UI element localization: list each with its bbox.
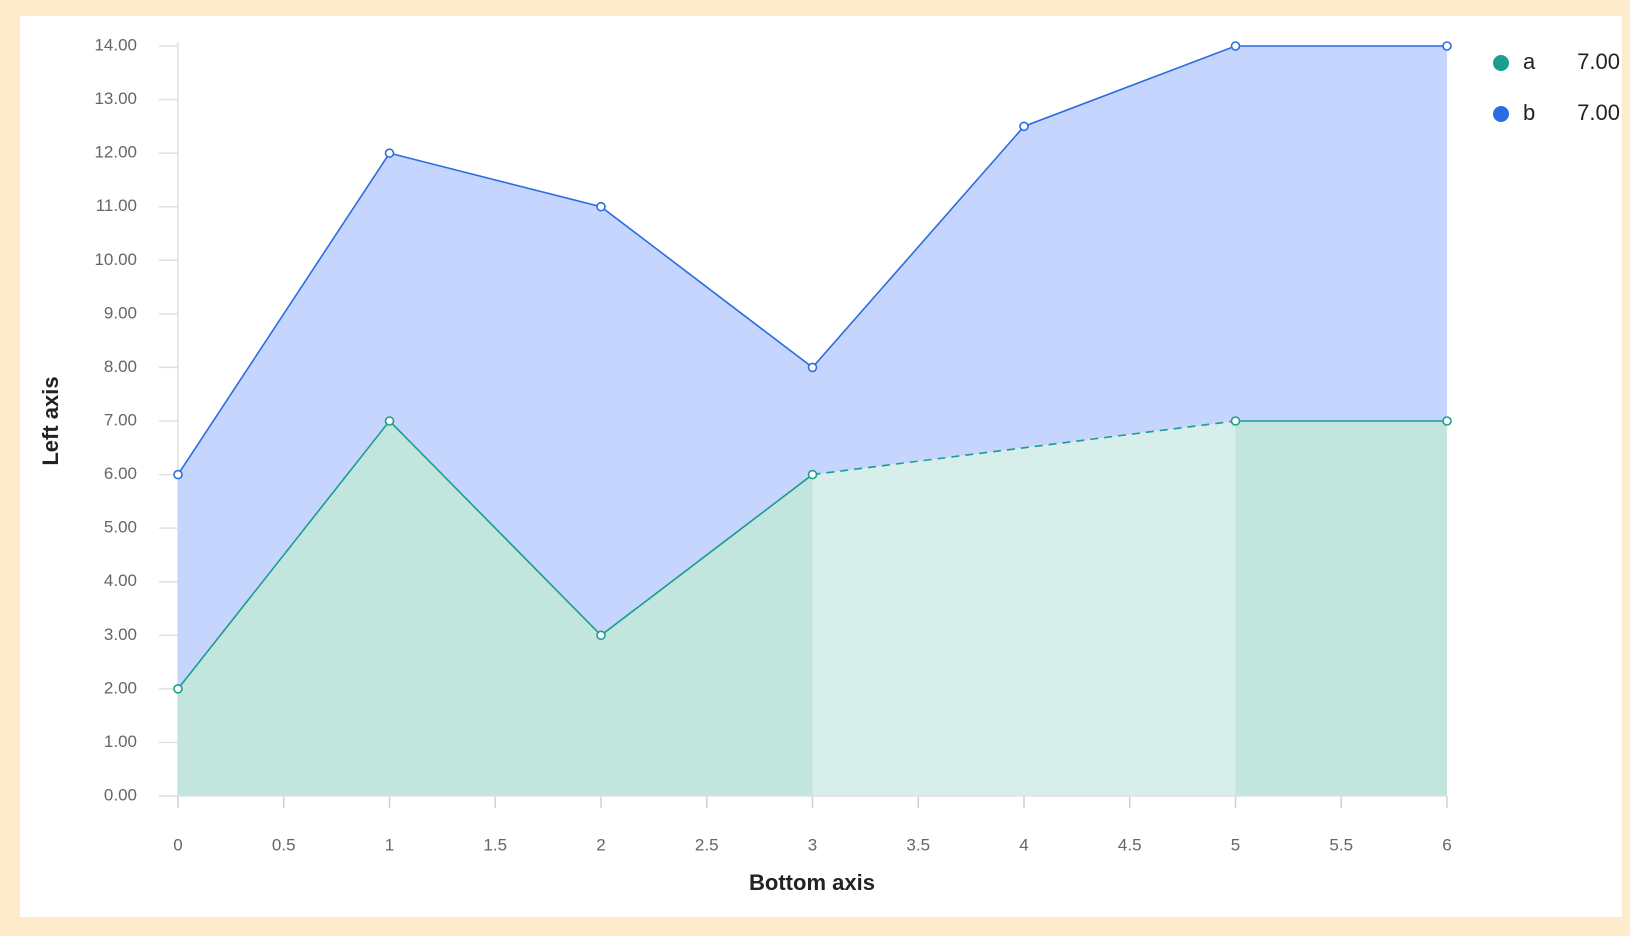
point-a	[384, 416, 395, 426]
legend-marker	[1493, 55, 1509, 71]
x-tick-label: 4	[1019, 835, 1028, 854]
x-tick-label: 0.5	[272, 835, 296, 854]
point-a	[1442, 416, 1452, 426]
x-tick-label: 2.5	[695, 835, 719, 854]
point-a	[596, 630, 606, 641]
x-axis-title: Bottom axis	[749, 870, 875, 895]
x-tick-label: 3	[808, 835, 817, 854]
y-axis-title: Left axis	[38, 376, 63, 465]
y-tick-label: 2.00	[104, 678, 137, 697]
y-tick-label: 7.00	[104, 410, 137, 429]
point-a	[1230, 416, 1241, 426]
point-b	[1230, 41, 1241, 51]
point-b	[596, 201, 606, 212]
y-tick-label: 12.00	[94, 143, 137, 162]
x-tick-label: 0	[173, 835, 182, 854]
y-tick-label: 8.00	[104, 357, 137, 376]
legend-label: a	[1523, 49, 1536, 74]
area-a	[1235, 421, 1447, 796]
point-a	[807, 469, 818, 480]
x-tick-label: 5.5	[1329, 835, 1353, 854]
y-tick-label: 6.00	[104, 464, 137, 483]
point-a	[173, 684, 183, 694]
point-b	[173, 469, 183, 480]
point-b	[1442, 41, 1452, 51]
x-tick-label: 2	[596, 835, 605, 854]
y-tick-label: 3.00	[104, 625, 137, 644]
gap-area	[812, 421, 1236, 796]
x-tick-label: 6	[1442, 835, 1451, 854]
legend-marker	[1493, 106, 1509, 122]
y-tick-label: 1.00	[104, 732, 137, 751]
gap-connector	[812, 420, 1236, 476]
point-b	[807, 362, 818, 373]
line-a	[177, 419, 813, 690]
point-b	[384, 148, 395, 158]
legend-label: b	[1523, 100, 1535, 125]
x-tick-label: 1	[385, 835, 394, 854]
x-tick-label: 5	[1231, 835, 1240, 854]
legend-value: 7.00	[1577, 100, 1620, 125]
y-tick-label: 0.00	[104, 785, 137, 804]
legend-value: 7.00	[1577, 49, 1620, 74]
y-tick-label: 9.00	[104, 303, 137, 322]
x-tick-label: 4.5	[1118, 835, 1142, 854]
y-tick-label: 14.00	[94, 35, 137, 54]
x-tick-label: 3.5	[906, 835, 930, 854]
y-tick-label: 4.00	[104, 571, 137, 590]
point-b	[1019, 121, 1029, 132]
y-tick-label: 11.00	[96, 196, 137, 215]
y-tick-label: 13.00	[94, 89, 137, 108]
y-tick-label: 5.00	[104, 518, 137, 537]
y-tick-label: 10.00	[94, 250, 137, 269]
x-tick-label: 1.5	[483, 835, 507, 854]
area-a	[178, 421, 813, 796]
